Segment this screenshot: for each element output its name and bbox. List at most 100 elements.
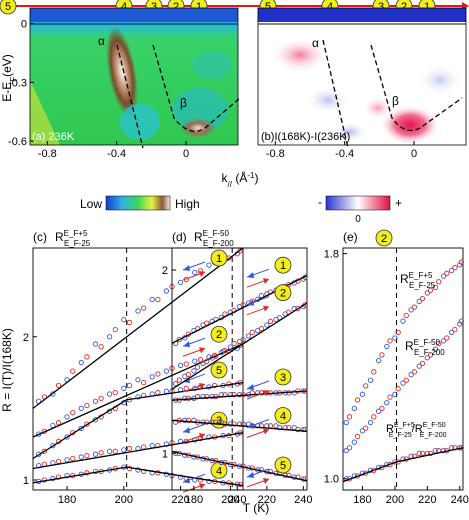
panel-d-series-4-warm-point-1 <box>185 417 192 423</box>
panel-e-series-b-cool-point-1 <box>351 439 358 445</box>
panel-d-frame <box>171 247 308 491</box>
panel-d-ytick-label-0: 1 <box>162 448 168 460</box>
panel-d-series-2-warm-point-4 <box>213 353 219 359</box>
colorbar-a-low: Low <box>80 197 102 211</box>
top-markers: 5 4 3 2 1 5 4 3 2 1 <box>0 0 436 15</box>
panel-c-series-2-warm-point-3 <box>84 402 90 409</box>
panel-e-series-a-warm-point-6 <box>395 329 401 336</box>
panel-c-series-3-warm-point-7 <box>141 444 147 450</box>
panel-c-series-5-warm-point-12 <box>211 382 218 389</box>
panel-c-ylabel: R = I(T)/I(168K) <box>0 328 14 412</box>
panel-d-series-2-cool-point-6 <box>227 344 234 350</box>
top-marker-5-text: 5 <box>5 1 11 13</box>
panel-c-series-2-cool-point-11 <box>192 358 198 364</box>
panel-d-series-5-warm-arrowhead <box>263 478 269 484</box>
panel-e-ratio-label-1: RE_F+5 E_F-25 <box>400 271 436 290</box>
panel-d-series-5-warm-point-12 <box>286 472 292 478</box>
panel-c-series-4-marker-text: 4 <box>216 465 222 477</box>
panel-d-series-2-warm-point-8 <box>249 329 255 335</box>
panel-c-series-2-warm-arrowhead <box>199 347 205 354</box>
panel-e-series-a-cool-point-11 <box>432 284 439 291</box>
panel-c-series-4-marker: 4 <box>210 461 228 479</box>
panel-a-ytick-label-1: -0.3 <box>8 77 27 89</box>
panel-c-series-1-cool-point-12 <box>206 262 212 268</box>
panel-c-series-4-cool-point-7 <box>135 467 141 473</box>
panel-d-series-2-warm-point-13 <box>295 305 301 312</box>
panel-c-xtick-label-3: 240 <box>228 494 246 506</box>
panel-a-xtick-label-2: 0 <box>183 148 189 160</box>
panel-d-series-5-warm-point-14 <box>302 476 308 482</box>
panel-d-series-3-cool-arrowhead <box>247 384 254 390</box>
colorbar-a-high: High <box>175 197 200 211</box>
panel-d-series-4-marker-text: 4 <box>280 411 286 423</box>
panel-e-series-b-warm-point-9 <box>419 360 426 367</box>
panel-e-series-c-warm-point-3 <box>371 467 377 473</box>
panel-d-series-2-warm-arrowhead <box>263 305 269 312</box>
panel-c-ytick-label-1: 2 <box>23 332 29 344</box>
panel-c-series-5-marker-text: 5 <box>216 365 222 377</box>
panel-c-series-2-marker: 2 <box>210 325 228 343</box>
panel-c-series-2-cool-point-5 <box>106 391 113 397</box>
panel-d-series-4-warm-point-6 <box>231 421 237 427</box>
panel-d-series-2-cool-point-8 <box>245 333 252 339</box>
panel-d-series-3-cool-point-7 <box>236 392 243 398</box>
panel-b-band-beta: β <box>392 94 399 108</box>
panel-e-series-b-warm-point-11 <box>436 341 442 347</box>
panel-c-series-3-warm-point-2 <box>70 455 76 462</box>
panel-d-series-4-warm-point-3 <box>204 419 210 425</box>
panel-c-series-2-cool-point-4 <box>92 398 99 404</box>
panel-c-series-4-warm-point-1 <box>55 474 62 480</box>
panel-e-series-b-warm-point-0 <box>346 445 353 451</box>
colorbar-b-minus: - <box>318 195 322 209</box>
heatmap-axes: -0.8 -0.4 0 0 -0.3 -0.6 -0.8 -0.4 0 <box>8 19 417 160</box>
panel-e-ytick-label-0: 1.0 <box>324 474 339 486</box>
panel-c-series-3-cool-point-12 <box>206 434 212 440</box>
panel-d-series-3-warm-arrowhead <box>263 390 269 396</box>
panel-c-series-5-cool-point-3 <box>78 425 84 432</box>
panel-e-ratio-label-2: RE_F-50 E_F-200 <box>405 338 445 357</box>
top-marker-b-4-text: 4 <box>327 1 333 13</box>
panel-c-series-1-marker-text: 1 <box>216 253 222 265</box>
panel-c-series-3-warm-point-4 <box>98 450 104 456</box>
panel-e-series-a-warm-point-1 <box>354 397 361 403</box>
panel-d-xtick-label-1: 200 <box>221 494 239 506</box>
panel-e-series-b-cool-point-0 <box>343 447 349 454</box>
top-marker-2-text: 2 <box>173 1 179 13</box>
panel-e-series-a-warm-point-3 <box>371 369 377 375</box>
panel-e-series-b-cool-point-14 <box>457 321 463 327</box>
panel-d-xlabel: T (K) <box>243 501 269 515</box>
panel-a-caption: (a) 236K <box>32 131 75 143</box>
panel-c-series-1-cool-point-11 <box>192 269 198 275</box>
panel-e-series-b-cool-point-3 <box>367 419 374 426</box>
panel-d-series-3-marker: 3 <box>274 368 292 386</box>
panel-d-series-2-warm-point-10 <box>267 318 274 324</box>
panel-e-series-b-warm-point-2 <box>363 425 369 431</box>
panel-e-series-b-warm-point-12 <box>444 335 450 341</box>
panel-c-series-4-warm-point-11 <box>197 477 204 483</box>
panel-e-series-a-warm-point-13 <box>452 265 458 271</box>
panel-e-series-a-warm-point-9 <box>419 296 426 302</box>
panel-c-ratio-label: RE_F+5 E_F-25 <box>55 229 91 248</box>
panel-e-series-a-warm-point-0 <box>346 414 353 420</box>
panel-c-series-2-warm-point-11 <box>197 357 204 363</box>
panel-c-series-2-warm-point-7 <box>141 379 147 386</box>
panel-e-series-b-warm-point-6 <box>395 386 401 392</box>
panel-c-series-1-warm-point-8 <box>155 296 161 303</box>
panel-c-series-1-warm-point-2 <box>70 368 76 374</box>
panel-e-series-a-warm-point-5 <box>387 338 393 344</box>
panel-c-series-2-cool-point-3 <box>78 405 84 412</box>
top-marker-b-1-text: 1 <box>424 1 430 13</box>
panel-c-series-5-warm-point-8 <box>155 389 161 396</box>
panel-c-series-5-cool-point-4 <box>92 417 99 423</box>
panel-e-series-a-cool-point-6 <box>392 335 398 341</box>
top-marker-1-text: 1 <box>196 1 202 13</box>
panel-d-series-4-cool-point-14 <box>300 426 307 433</box>
panel-c-series-3-warm-point-5 <box>112 448 118 454</box>
panel-e-series-a-cool-point-7 <box>400 318 406 324</box>
panel-d-series-5-cool-arrowhead <box>247 472 254 478</box>
panel-c-series-5-cool-point-1 <box>50 442 56 449</box>
panel-d-series-2-warm-point-9 <box>258 326 265 332</box>
panel-a-ytick-label-0: 0 <box>21 19 27 31</box>
panel-b-xtick-label-0: -0.8 <box>266 148 285 160</box>
